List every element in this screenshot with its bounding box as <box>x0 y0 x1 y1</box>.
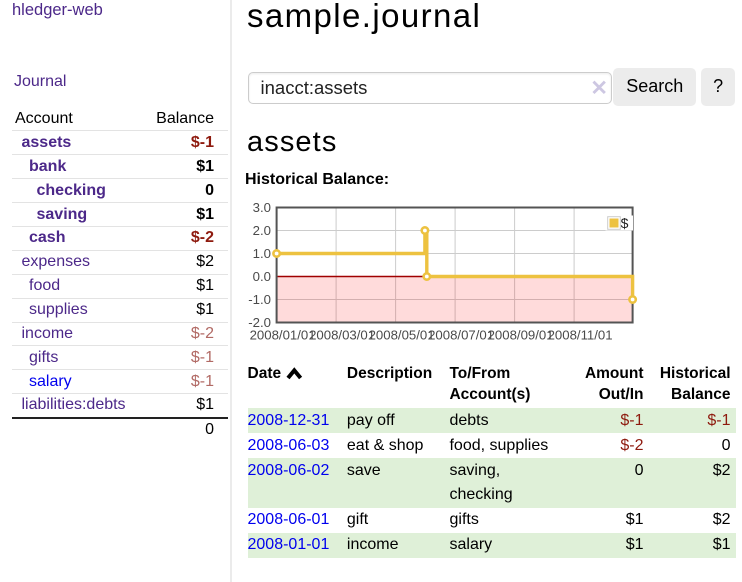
svg-text:2.0: 2.0 <box>253 223 271 238</box>
svg-text:2008/03/01: 2008/03/01 <box>309 328 375 343</box>
svg-text:2008/05/01: 2008/05/01 <box>369 328 435 343</box>
svg-text:1.0: 1.0 <box>253 246 271 261</box>
svg-text:-2.0: -2.0 <box>248 315 271 330</box>
svg-text:2008/01/01: 2008/01/01 <box>250 328 316 343</box>
svg-text:0.0: 0.0 <box>253 269 271 284</box>
svg-text:3.0: 3.0 <box>253 200 271 215</box>
svg-text:2008/11/01: 2008/11/01 <box>548 328 613 343</box>
svg-text:2008/07/01: 2008/07/01 <box>428 328 494 343</box>
svg-text:-1.0: -1.0 <box>248 292 271 307</box>
svg-text:2008/09/01: 2008/09/01 <box>488 328 554 343</box>
svg-text:$: $ <box>621 215 629 231</box>
